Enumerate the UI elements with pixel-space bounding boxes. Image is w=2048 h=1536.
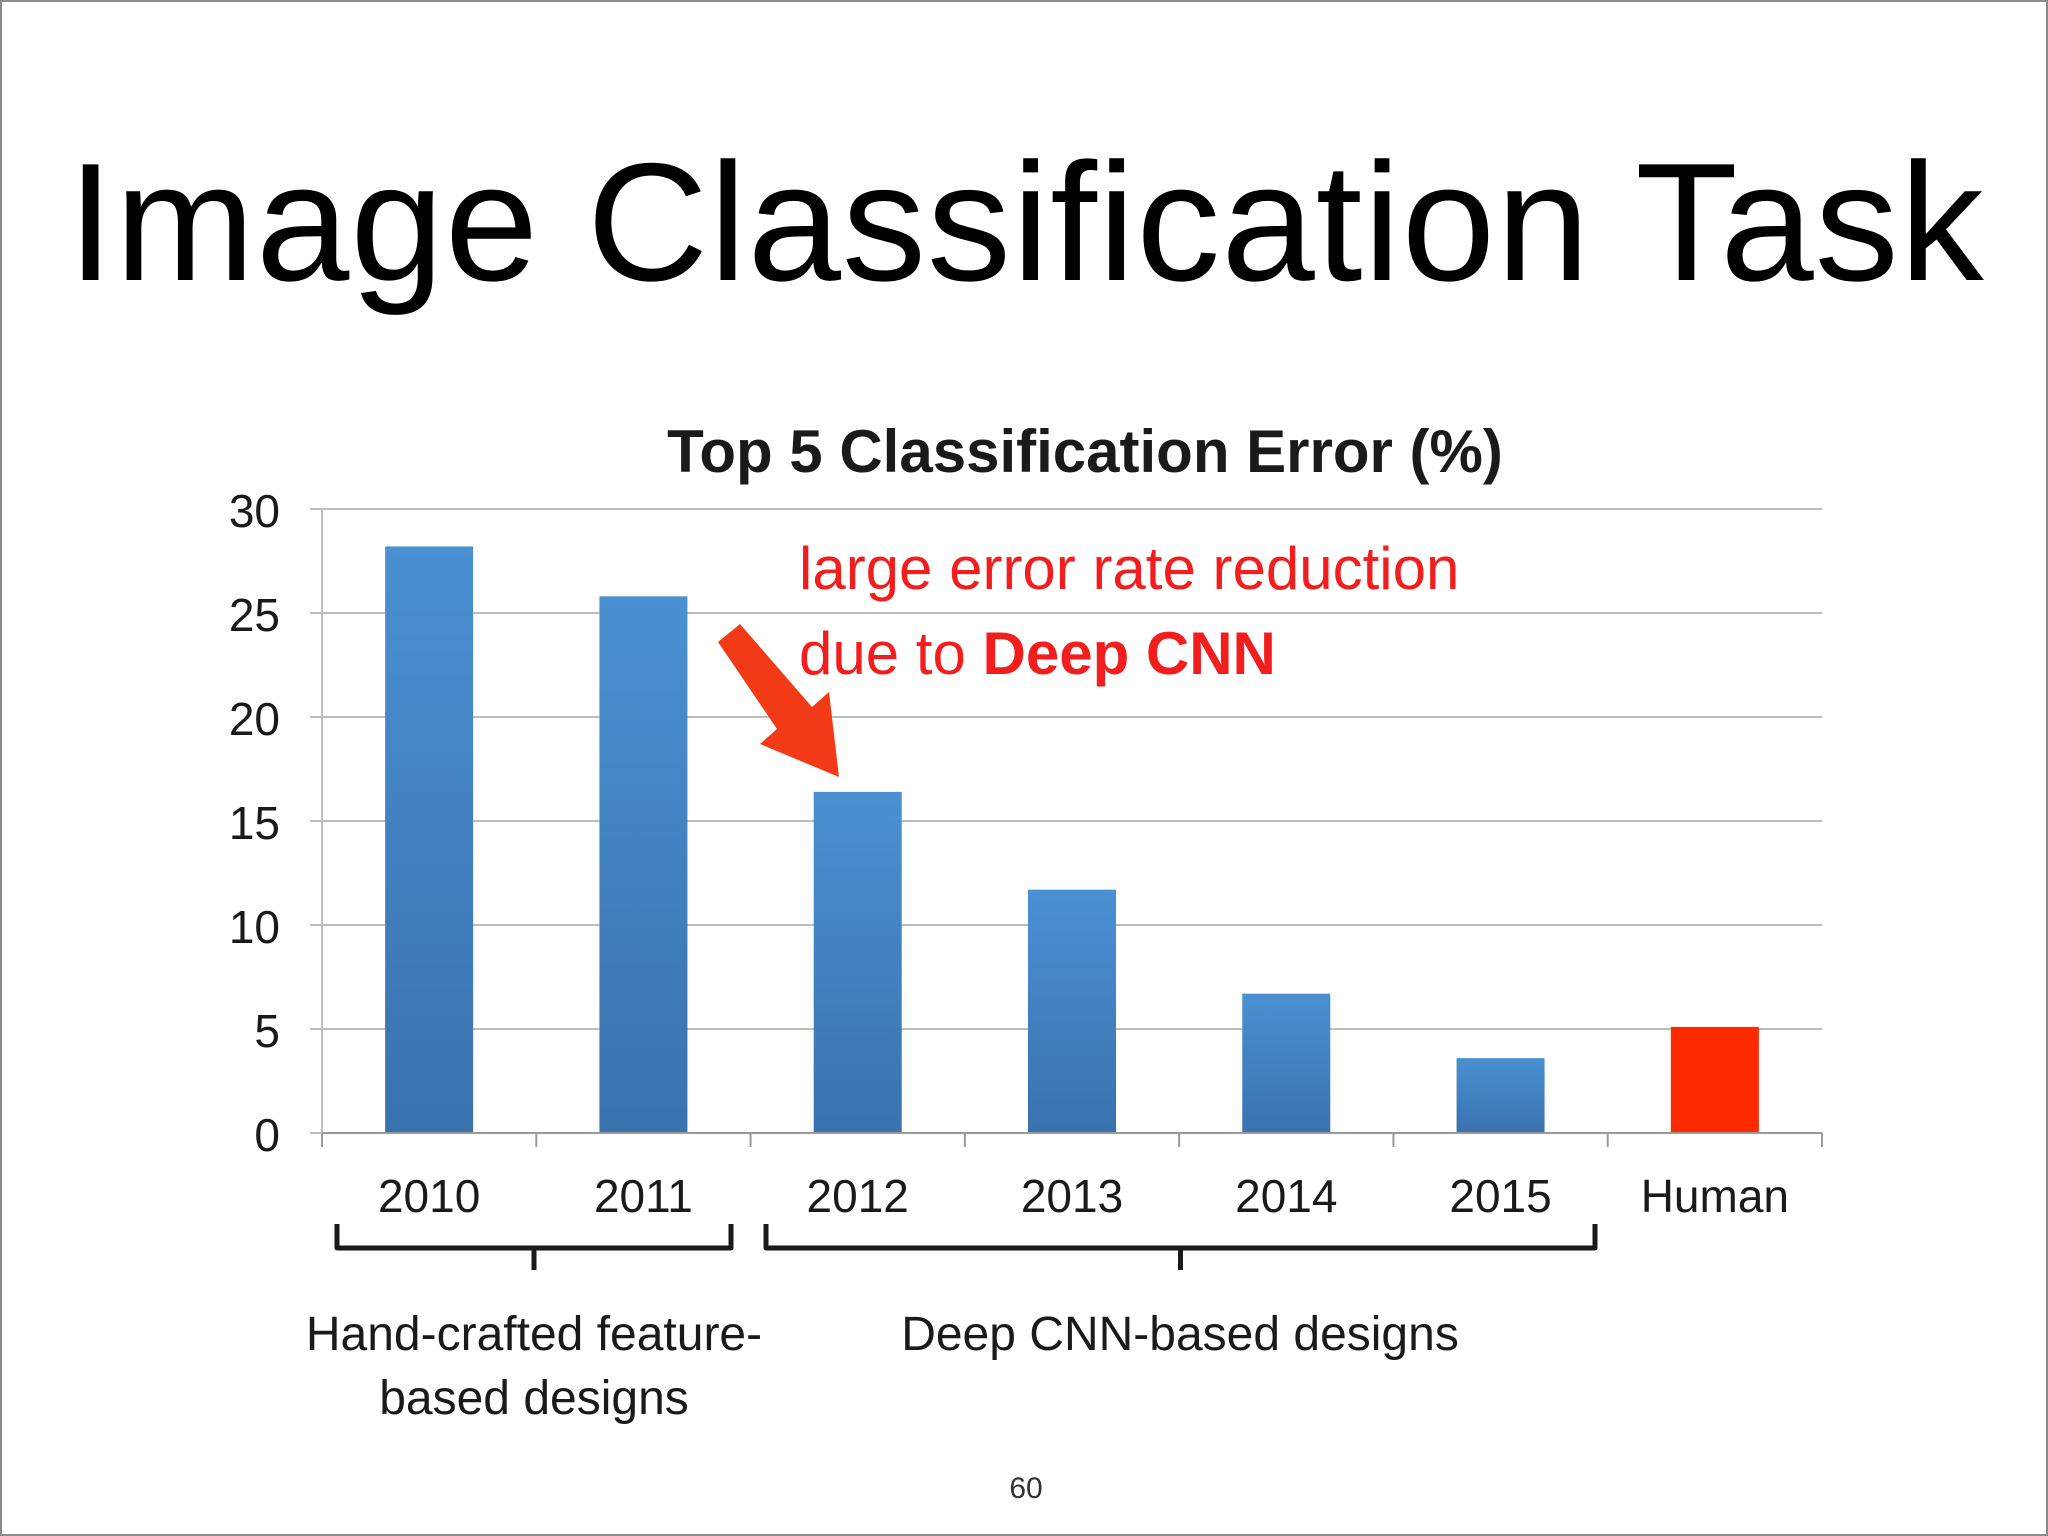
x-tick-label: 2012 [807,1170,909,1222]
x-tick-label: 2013 [1021,1170,1123,1222]
y-tick-label: 25 [229,589,280,641]
y-tick-label: 20 [229,693,280,745]
bar-2015 [1456,1058,1545,1133]
x-tick-label: 2011 [594,1170,693,1222]
y-tick-label: 5 [254,1005,280,1057]
group-label-hand-crafted-line-2: based designs [379,1372,689,1425]
page-number: 60 [1009,1472,1043,1505]
bar-human [1670,1026,1759,1133]
bar-2013 [1028,889,1116,1133]
bracket-hand-crafted [334,1224,734,1270]
y-tick-label: 0 [254,1109,280,1161]
y-tick-label: 15 [229,797,280,849]
group-label-hand-crafted-line-1: Hand-crafted feature- [306,1308,762,1361]
x-tick-label: 2014 [1235,1170,1337,1222]
x-axis [321,1132,1823,1147]
annotation-line-1: large error rate reduction [799,535,1459,602]
x-tick-label: 2010 [378,1170,480,1222]
group-brackets [334,1224,1598,1270]
x-tick-label: Human [1641,1170,1789,1222]
bars [385,546,1759,1133]
x-axis-ticks: 2010 2011 2012 2013 2014 2015 Human [378,1170,1789,1222]
x-tick-label: 2015 [1449,1170,1551,1222]
y-tick-label: 30 [229,485,280,537]
bar-2012 [813,791,902,1133]
annotation-line-2-bold: Deep CNN [983,620,1276,687]
slide-title: Image Classification Task [67,128,1985,316]
arrow-icon [718,624,839,777]
bar-2011 [599,596,688,1133]
y-tick-label: 10 [229,901,280,953]
group-label-deep-cnn: Deep CNN-based designs [901,1308,1459,1361]
y-axis-ticks: 0 5 10 15 20 25 30 [229,485,280,1161]
bar-2014 [1242,993,1331,1133]
bracket-deep-cnn [763,1224,1598,1270]
chart-title: Top 5 Classification Error (%) [667,418,1503,485]
annotation-line-2: due to Deep CNN [799,620,1276,687]
annotation-line-2-prefix: due to [799,620,983,687]
bar-2010 [385,546,474,1133]
